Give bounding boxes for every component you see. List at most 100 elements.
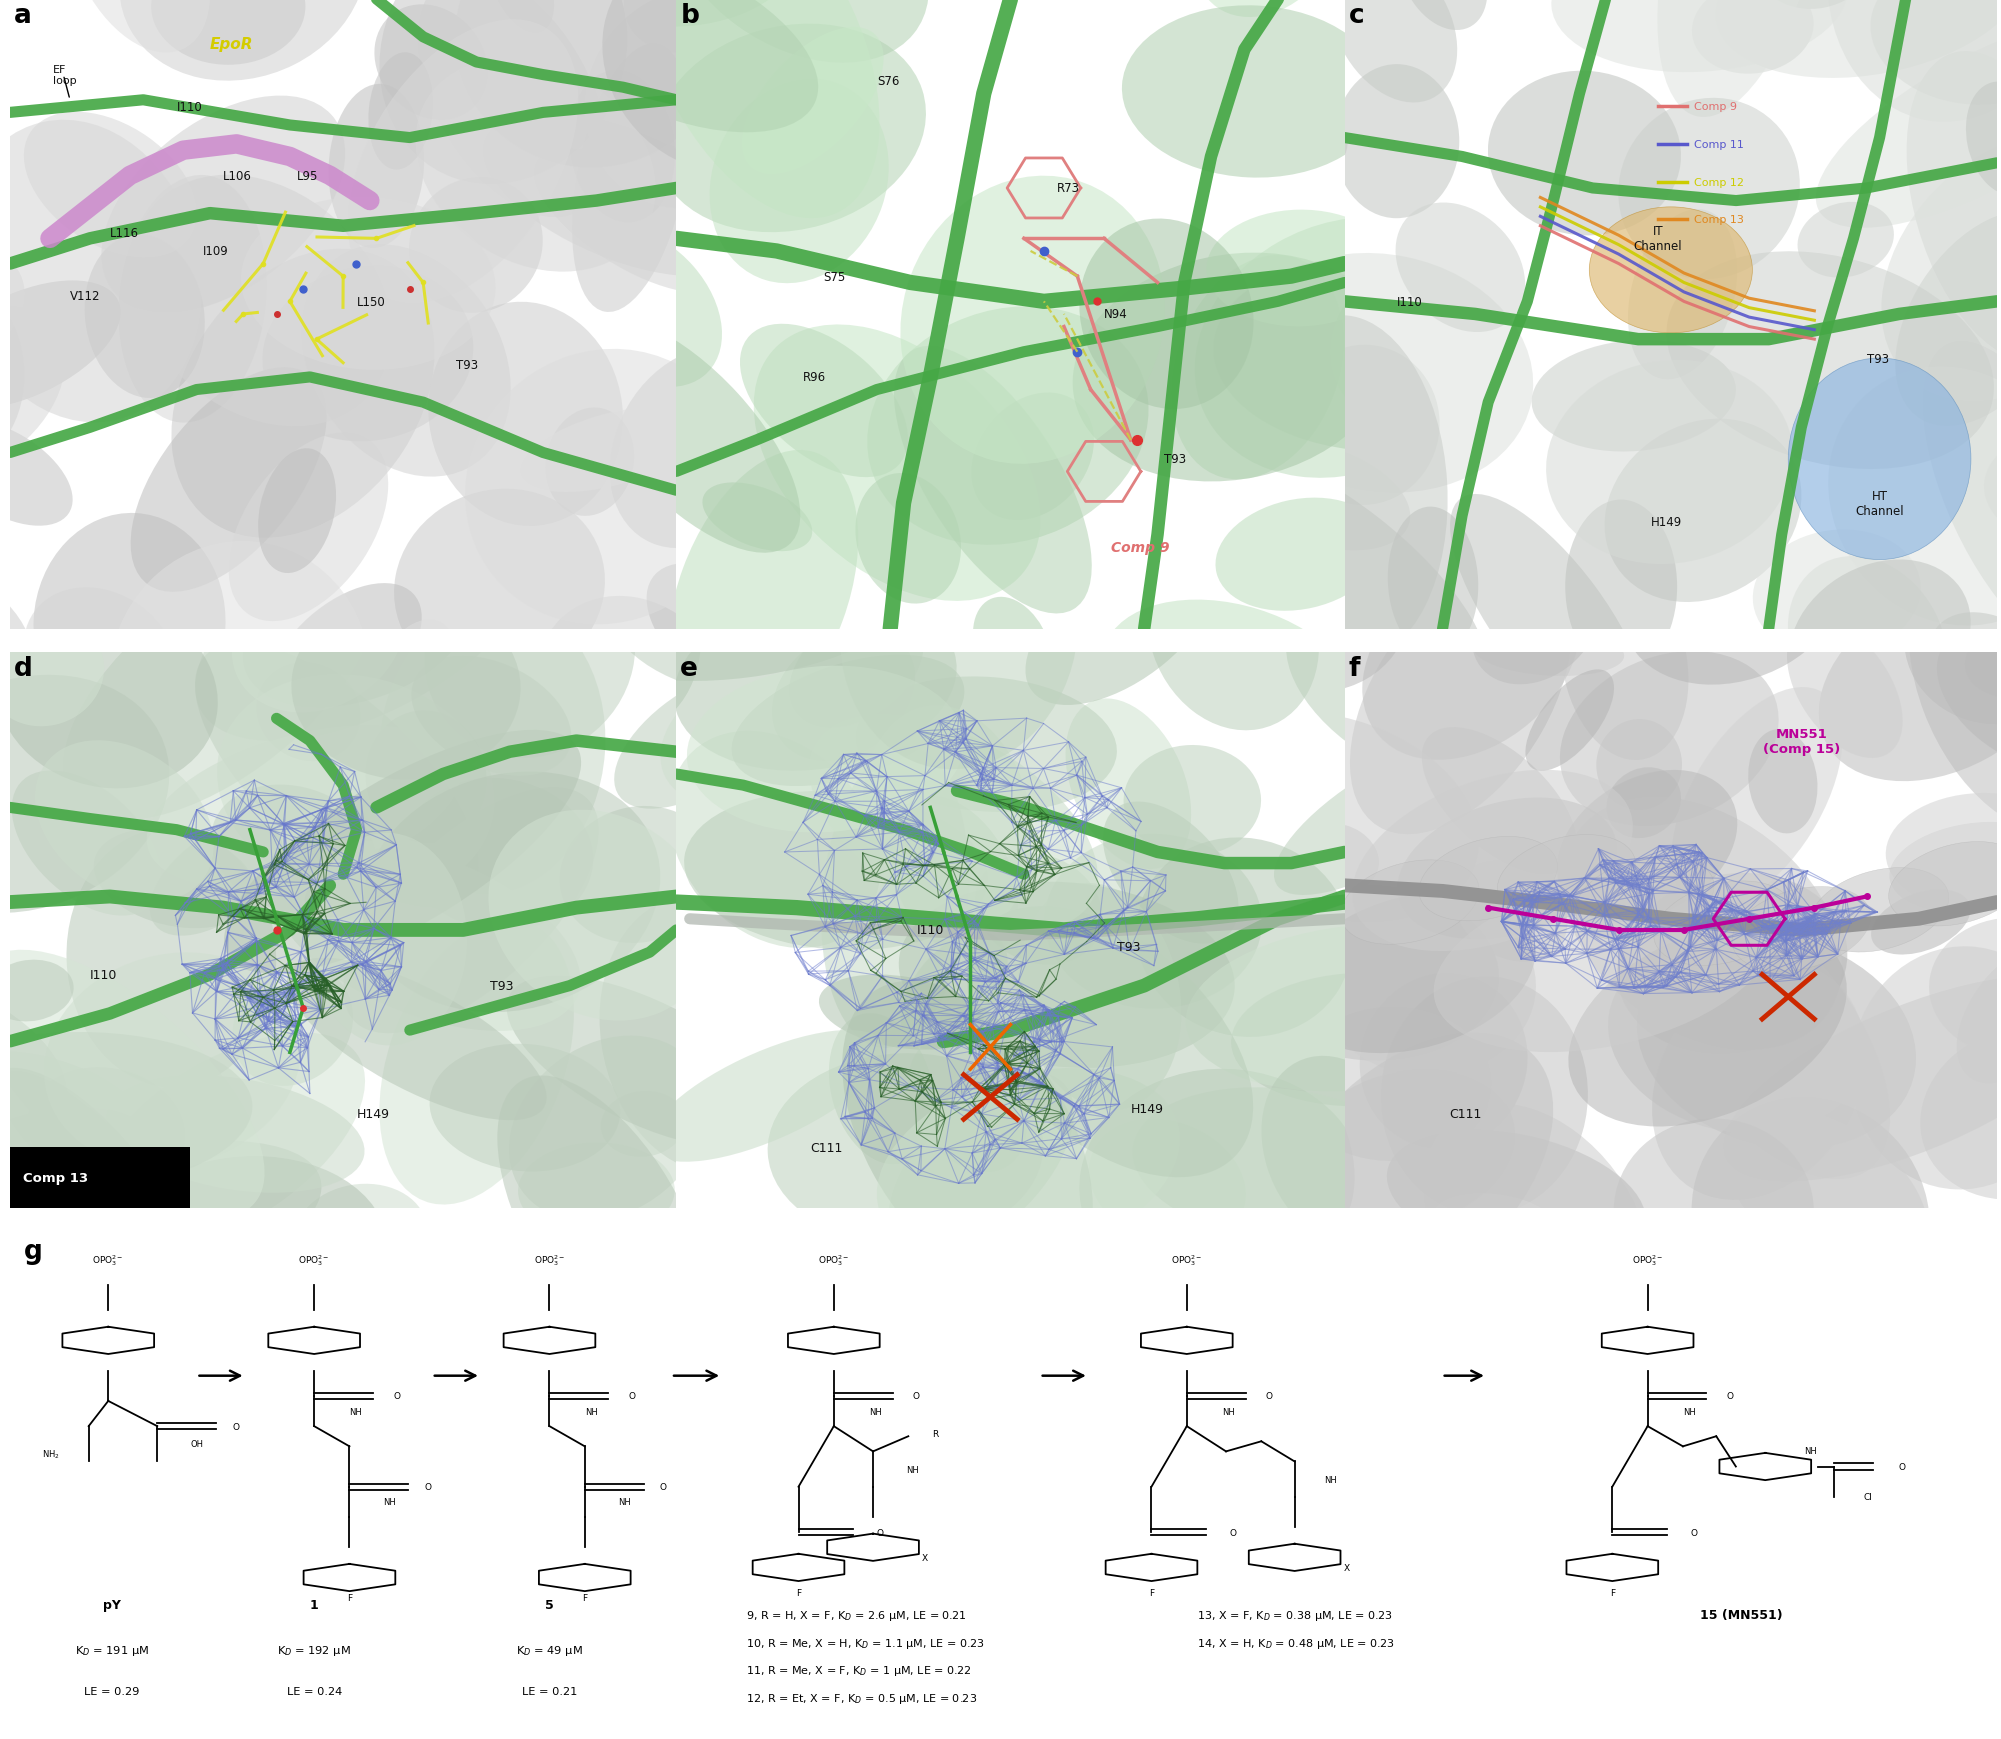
Text: F: F — [796, 1588, 800, 1596]
Ellipse shape — [0, 280, 24, 466]
Ellipse shape — [34, 513, 226, 734]
Ellipse shape — [1025, 548, 1215, 706]
Ellipse shape — [404, 779, 594, 930]
Ellipse shape — [600, 896, 810, 1174]
Ellipse shape — [1819, 581, 2001, 783]
Text: OH: OH — [190, 1440, 204, 1449]
Text: d: d — [14, 656, 32, 682]
Ellipse shape — [1653, 882, 1793, 965]
Ellipse shape — [1921, 1026, 2001, 1200]
Text: 5: 5 — [544, 1598, 554, 1610]
Text: C111: C111 — [1449, 1108, 1481, 1120]
Ellipse shape — [216, 675, 494, 899]
Ellipse shape — [1749, 730, 1817, 835]
Ellipse shape — [1213, 257, 1535, 452]
Text: O: O — [1267, 1391, 1273, 1400]
Text: O: O — [232, 1423, 240, 1431]
Ellipse shape — [1889, 823, 2001, 913]
Text: N94: N94 — [1105, 308, 1129, 322]
Ellipse shape — [118, 176, 266, 423]
Ellipse shape — [1137, 838, 1353, 1038]
Ellipse shape — [376, 621, 454, 718]
Text: O: O — [392, 1391, 400, 1400]
Text: 1: 1 — [310, 1598, 318, 1610]
Ellipse shape — [552, 556, 700, 734]
Ellipse shape — [1589, 207, 1753, 334]
Ellipse shape — [0, 577, 38, 774]
Ellipse shape — [1223, 1019, 1345, 1120]
Ellipse shape — [304, 849, 408, 918]
Ellipse shape — [1233, 442, 1411, 551]
Ellipse shape — [602, 0, 824, 174]
Ellipse shape — [146, 725, 460, 889]
Ellipse shape — [132, 176, 392, 428]
Ellipse shape — [1123, 7, 1383, 179]
Ellipse shape — [568, 71, 674, 223]
Ellipse shape — [1725, 1109, 1927, 1276]
Ellipse shape — [680, 1202, 772, 1280]
Ellipse shape — [1067, 699, 1191, 870]
Ellipse shape — [416, 59, 656, 273]
Text: I109: I109 — [204, 245, 228, 259]
Ellipse shape — [1965, 595, 2001, 701]
Ellipse shape — [418, 635, 530, 744]
Ellipse shape — [1623, 511, 1845, 685]
Ellipse shape — [1289, 892, 1535, 1054]
Text: e: e — [680, 656, 698, 682]
Text: NH: NH — [382, 1497, 396, 1506]
Ellipse shape — [1827, 0, 2001, 122]
Ellipse shape — [562, 226, 722, 388]
Ellipse shape — [900, 932, 1009, 1049]
Ellipse shape — [1789, 560, 1971, 720]
Ellipse shape — [228, 433, 388, 623]
Ellipse shape — [1965, 82, 2001, 197]
Ellipse shape — [1291, 1007, 1493, 1162]
Ellipse shape — [0, 617, 104, 727]
Ellipse shape — [0, 247, 24, 363]
Text: L106: L106 — [224, 170, 252, 183]
Ellipse shape — [454, 0, 726, 169]
Ellipse shape — [1617, 873, 1847, 1054]
Ellipse shape — [1289, 346, 1439, 506]
Ellipse shape — [150, 823, 282, 936]
Ellipse shape — [1331, 259, 1491, 421]
Ellipse shape — [302, 245, 510, 478]
Ellipse shape — [1497, 835, 1635, 920]
Text: O: O — [1727, 1391, 1733, 1400]
Ellipse shape — [232, 562, 404, 713]
Text: OPO$_3^{2-}$: OPO$_3^{2-}$ — [298, 1252, 330, 1268]
Text: O: O — [1231, 1529, 1237, 1537]
Text: Cl: Cl — [1863, 1492, 1873, 1501]
Text: H149: H149 — [356, 1108, 390, 1120]
Ellipse shape — [1905, 562, 2001, 725]
Ellipse shape — [1815, 16, 2001, 228]
Ellipse shape — [1619, 99, 1799, 280]
Text: Comp 12: Comp 12 — [1693, 177, 1743, 188]
Ellipse shape — [1045, 835, 1263, 1009]
Ellipse shape — [674, 593, 956, 770]
Ellipse shape — [646, 563, 808, 708]
Ellipse shape — [66, 828, 276, 1089]
Ellipse shape — [374, 5, 488, 120]
Text: R96: R96 — [802, 370, 826, 384]
Text: EF
loop: EF loop — [54, 64, 76, 87]
Ellipse shape — [856, 473, 960, 603]
Ellipse shape — [240, 198, 496, 370]
Ellipse shape — [1215, 499, 1383, 612]
Ellipse shape — [84, 235, 204, 398]
Ellipse shape — [520, 407, 702, 492]
Ellipse shape — [344, 788, 598, 1033]
Ellipse shape — [412, 656, 572, 776]
Text: OPO$_3^{2-}$: OPO$_3^{2-}$ — [1633, 1252, 1663, 1268]
Text: I110: I110 — [916, 923, 944, 937]
Text: I110: I110 — [176, 101, 202, 113]
Text: LE = 0.21: LE = 0.21 — [522, 1685, 576, 1696]
Text: F: F — [582, 1593, 588, 1602]
Ellipse shape — [428, 303, 622, 527]
Ellipse shape — [1671, 687, 1843, 909]
Ellipse shape — [328, 85, 424, 249]
Ellipse shape — [1937, 630, 2001, 772]
Ellipse shape — [262, 266, 474, 442]
Text: S76: S76 — [876, 75, 898, 89]
Ellipse shape — [1489, 71, 1681, 237]
